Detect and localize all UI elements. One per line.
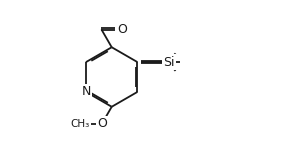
Text: Si: Si <box>163 56 175 69</box>
Text: O: O <box>117 23 127 36</box>
Text: CH₃: CH₃ <box>71 119 90 129</box>
Text: N: N <box>81 85 91 98</box>
Text: O: O <box>97 118 107 130</box>
